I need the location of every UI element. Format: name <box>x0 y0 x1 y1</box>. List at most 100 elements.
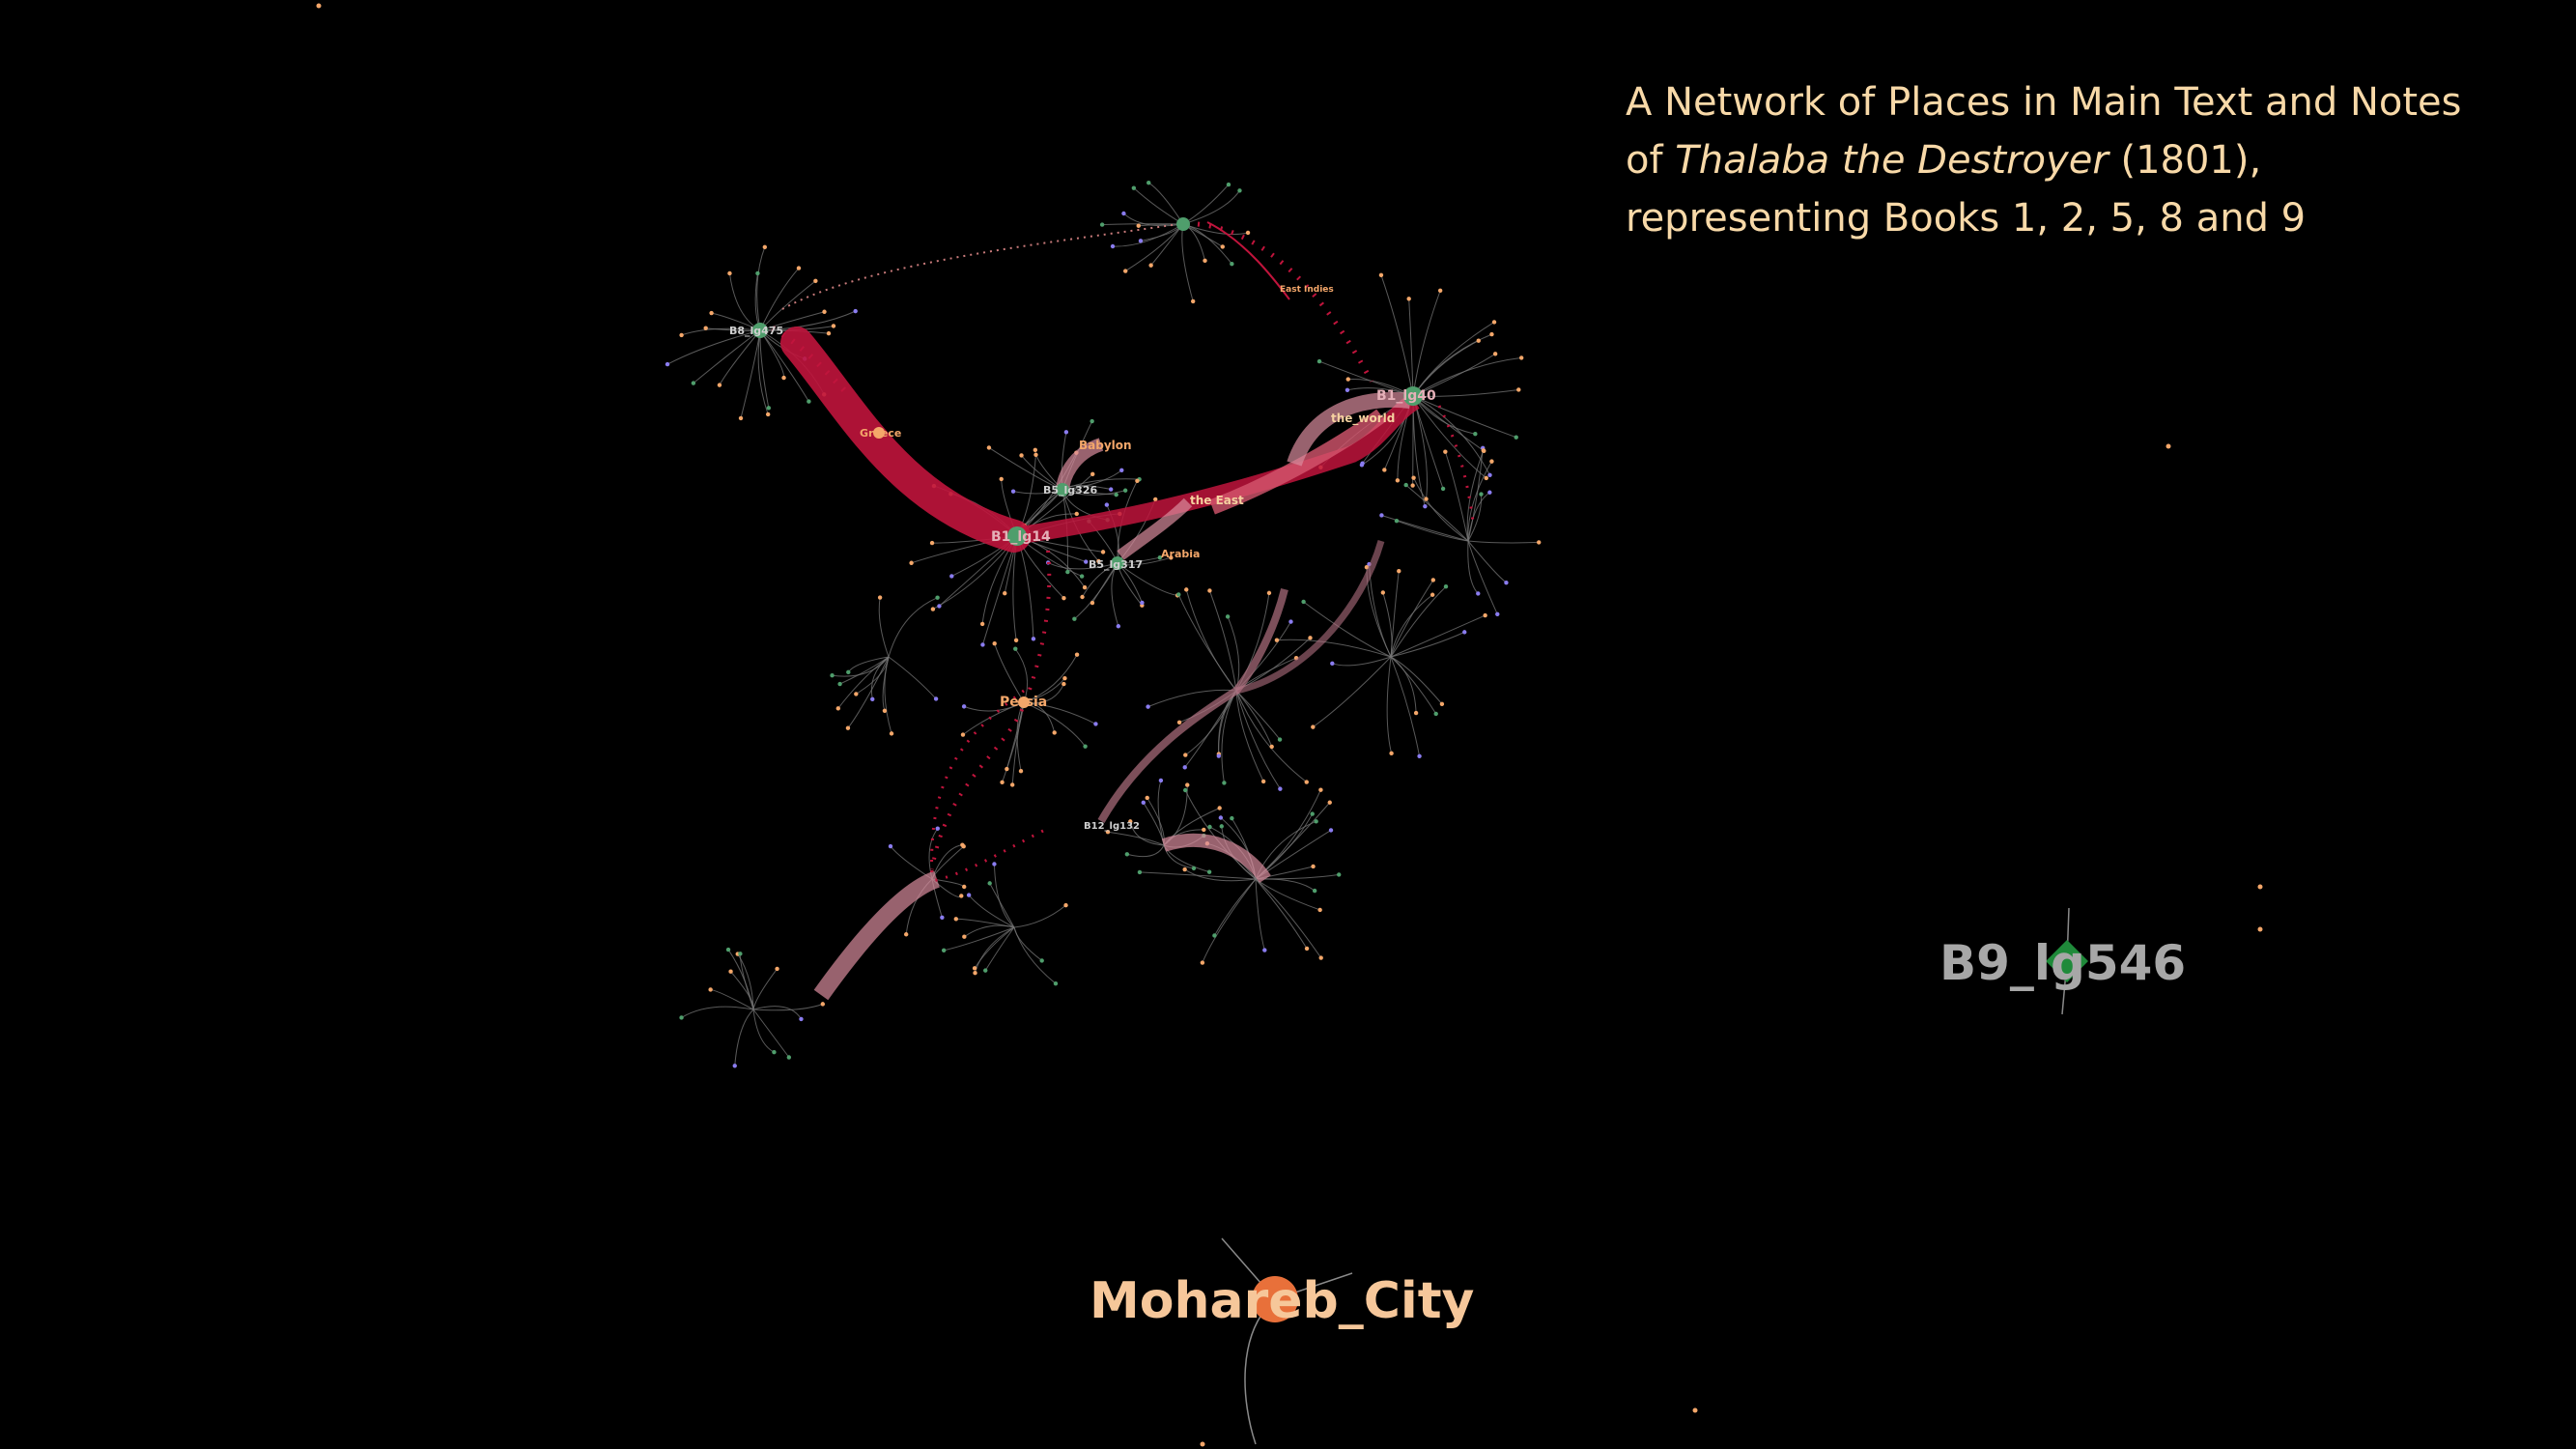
node-minor <box>775 966 779 972</box>
label-b5-lg317: B5_lg317 <box>1089 558 1143 571</box>
node-minor <box>1141 800 1146 806</box>
node-isolated <box>2166 443 2171 449</box>
node-minor <box>762 244 768 249</box>
node-minor <box>691 381 696 385</box>
edge-minor <box>1202 878 1257 963</box>
edge-center-arc <box>1097 588 1288 823</box>
edge-minor <box>1235 690 1264 782</box>
edge-the-world-loop <box>1287 391 1411 467</box>
node-minor <box>1184 587 1189 592</box>
node-minor <box>1080 594 1085 600</box>
node-minor <box>882 708 888 713</box>
node-minor <box>929 540 935 546</box>
node-minor <box>1140 600 1145 606</box>
node-minor <box>959 894 964 898</box>
edge-minor <box>1390 614 1486 658</box>
node-minor <box>1484 475 1488 481</box>
edge-east-arabia <box>1117 497 1193 560</box>
edge-minor <box>856 656 890 695</box>
edge-minor <box>968 895 1015 928</box>
edge-minor <box>1390 656 1421 756</box>
node-minor <box>1084 559 1089 564</box>
node-minor <box>1311 864 1316 869</box>
node-minor <box>1033 447 1038 453</box>
node-minor <box>1136 223 1141 228</box>
edge-minor <box>757 329 769 415</box>
node-minor <box>796 266 802 270</box>
edge-top-curve <box>781 223 1179 310</box>
node-isolated <box>2257 926 2263 932</box>
label-the-world: the_world <box>1331 412 1395 426</box>
node-minor <box>1487 490 1492 495</box>
node-minor <box>1245 230 1251 236</box>
node-minor <box>1345 377 1350 382</box>
node-minor <box>983 968 988 973</box>
edge-minor <box>1313 656 1392 728</box>
edge-minor <box>1150 223 1184 266</box>
label-b5-lg326: B5_lg326 <box>1043 484 1097 497</box>
edge-minor <box>1303 601 1392 658</box>
edge-minor <box>1390 580 1434 658</box>
node-minor <box>807 399 811 404</box>
edge-minor <box>1332 656 1392 667</box>
node-minor <box>1005 766 1009 772</box>
edge-minor <box>884 656 892 734</box>
edge-minor <box>1123 213 1184 227</box>
node-minor <box>1330 661 1335 667</box>
edge-minor <box>1013 904 1066 928</box>
node-minor <box>1176 592 1181 597</box>
node-minor <box>728 969 733 974</box>
node-minor <box>717 383 722 387</box>
node-minor <box>962 934 967 939</box>
node-minor <box>1108 487 1114 492</box>
edge-minor <box>1023 701 1096 724</box>
node-minor <box>1495 611 1500 616</box>
node-minor <box>1114 492 1118 497</box>
node-minor <box>1516 387 1521 392</box>
edge-minor <box>1235 690 1273 748</box>
node-minor <box>1122 488 1128 493</box>
edge-minor <box>1129 821 1165 846</box>
edge-dotted-right <box>1437 405 1475 523</box>
node-isolated <box>1692 1407 1698 1413</box>
edge-minor <box>839 656 890 685</box>
edge-minor <box>1412 290 1441 397</box>
edge-minor <box>832 656 890 677</box>
edge-minor <box>1255 878 1322 958</box>
node-minor <box>1183 753 1188 757</box>
edge-minor <box>1380 274 1414 397</box>
edge-dotted-b8-greece <box>771 326 853 399</box>
node-minor <box>1225 614 1231 619</box>
node-isolated <box>2257 884 2263 890</box>
edge-minor <box>1390 585 1447 658</box>
edge-minor <box>1390 631 1465 658</box>
node-minor <box>837 681 842 687</box>
edge-minor <box>1467 461 1492 542</box>
edge-lower-arc <box>1161 833 1271 884</box>
edge-minor <box>739 953 754 1010</box>
node-minor <box>772 1050 777 1055</box>
node-minor <box>1013 638 1019 642</box>
title-line-3: representing Books 1, 2, 5, 8 and 9 <box>1626 196 2307 241</box>
edge-minor <box>727 949 754 1010</box>
node-minor <box>1378 272 1384 278</box>
node-minor <box>1039 958 1044 963</box>
edge-minor <box>1318 360 1414 397</box>
node-minor <box>933 696 939 701</box>
edge-minor <box>1390 594 1433 658</box>
edge-minor <box>1133 187 1184 225</box>
node-minor <box>1063 902 1068 908</box>
node-minor <box>1220 244 1225 249</box>
node-minor <box>1237 188 1242 193</box>
node-minor <box>1473 431 1478 437</box>
edge-the-east-the-world <box>1209 409 1386 515</box>
label-arabia: Arabia <box>1161 548 1200 560</box>
node-minor <box>853 308 858 314</box>
node-minor <box>1443 449 1448 454</box>
edge-minor <box>1255 878 1265 951</box>
title-line-2-suffix: (1801), <box>2108 138 2262 183</box>
edge-minor <box>1102 223 1184 226</box>
node-minor <box>870 696 875 702</box>
edge-minor <box>752 1006 802 1020</box>
label-babylon: Babylon <box>1079 439 1132 452</box>
